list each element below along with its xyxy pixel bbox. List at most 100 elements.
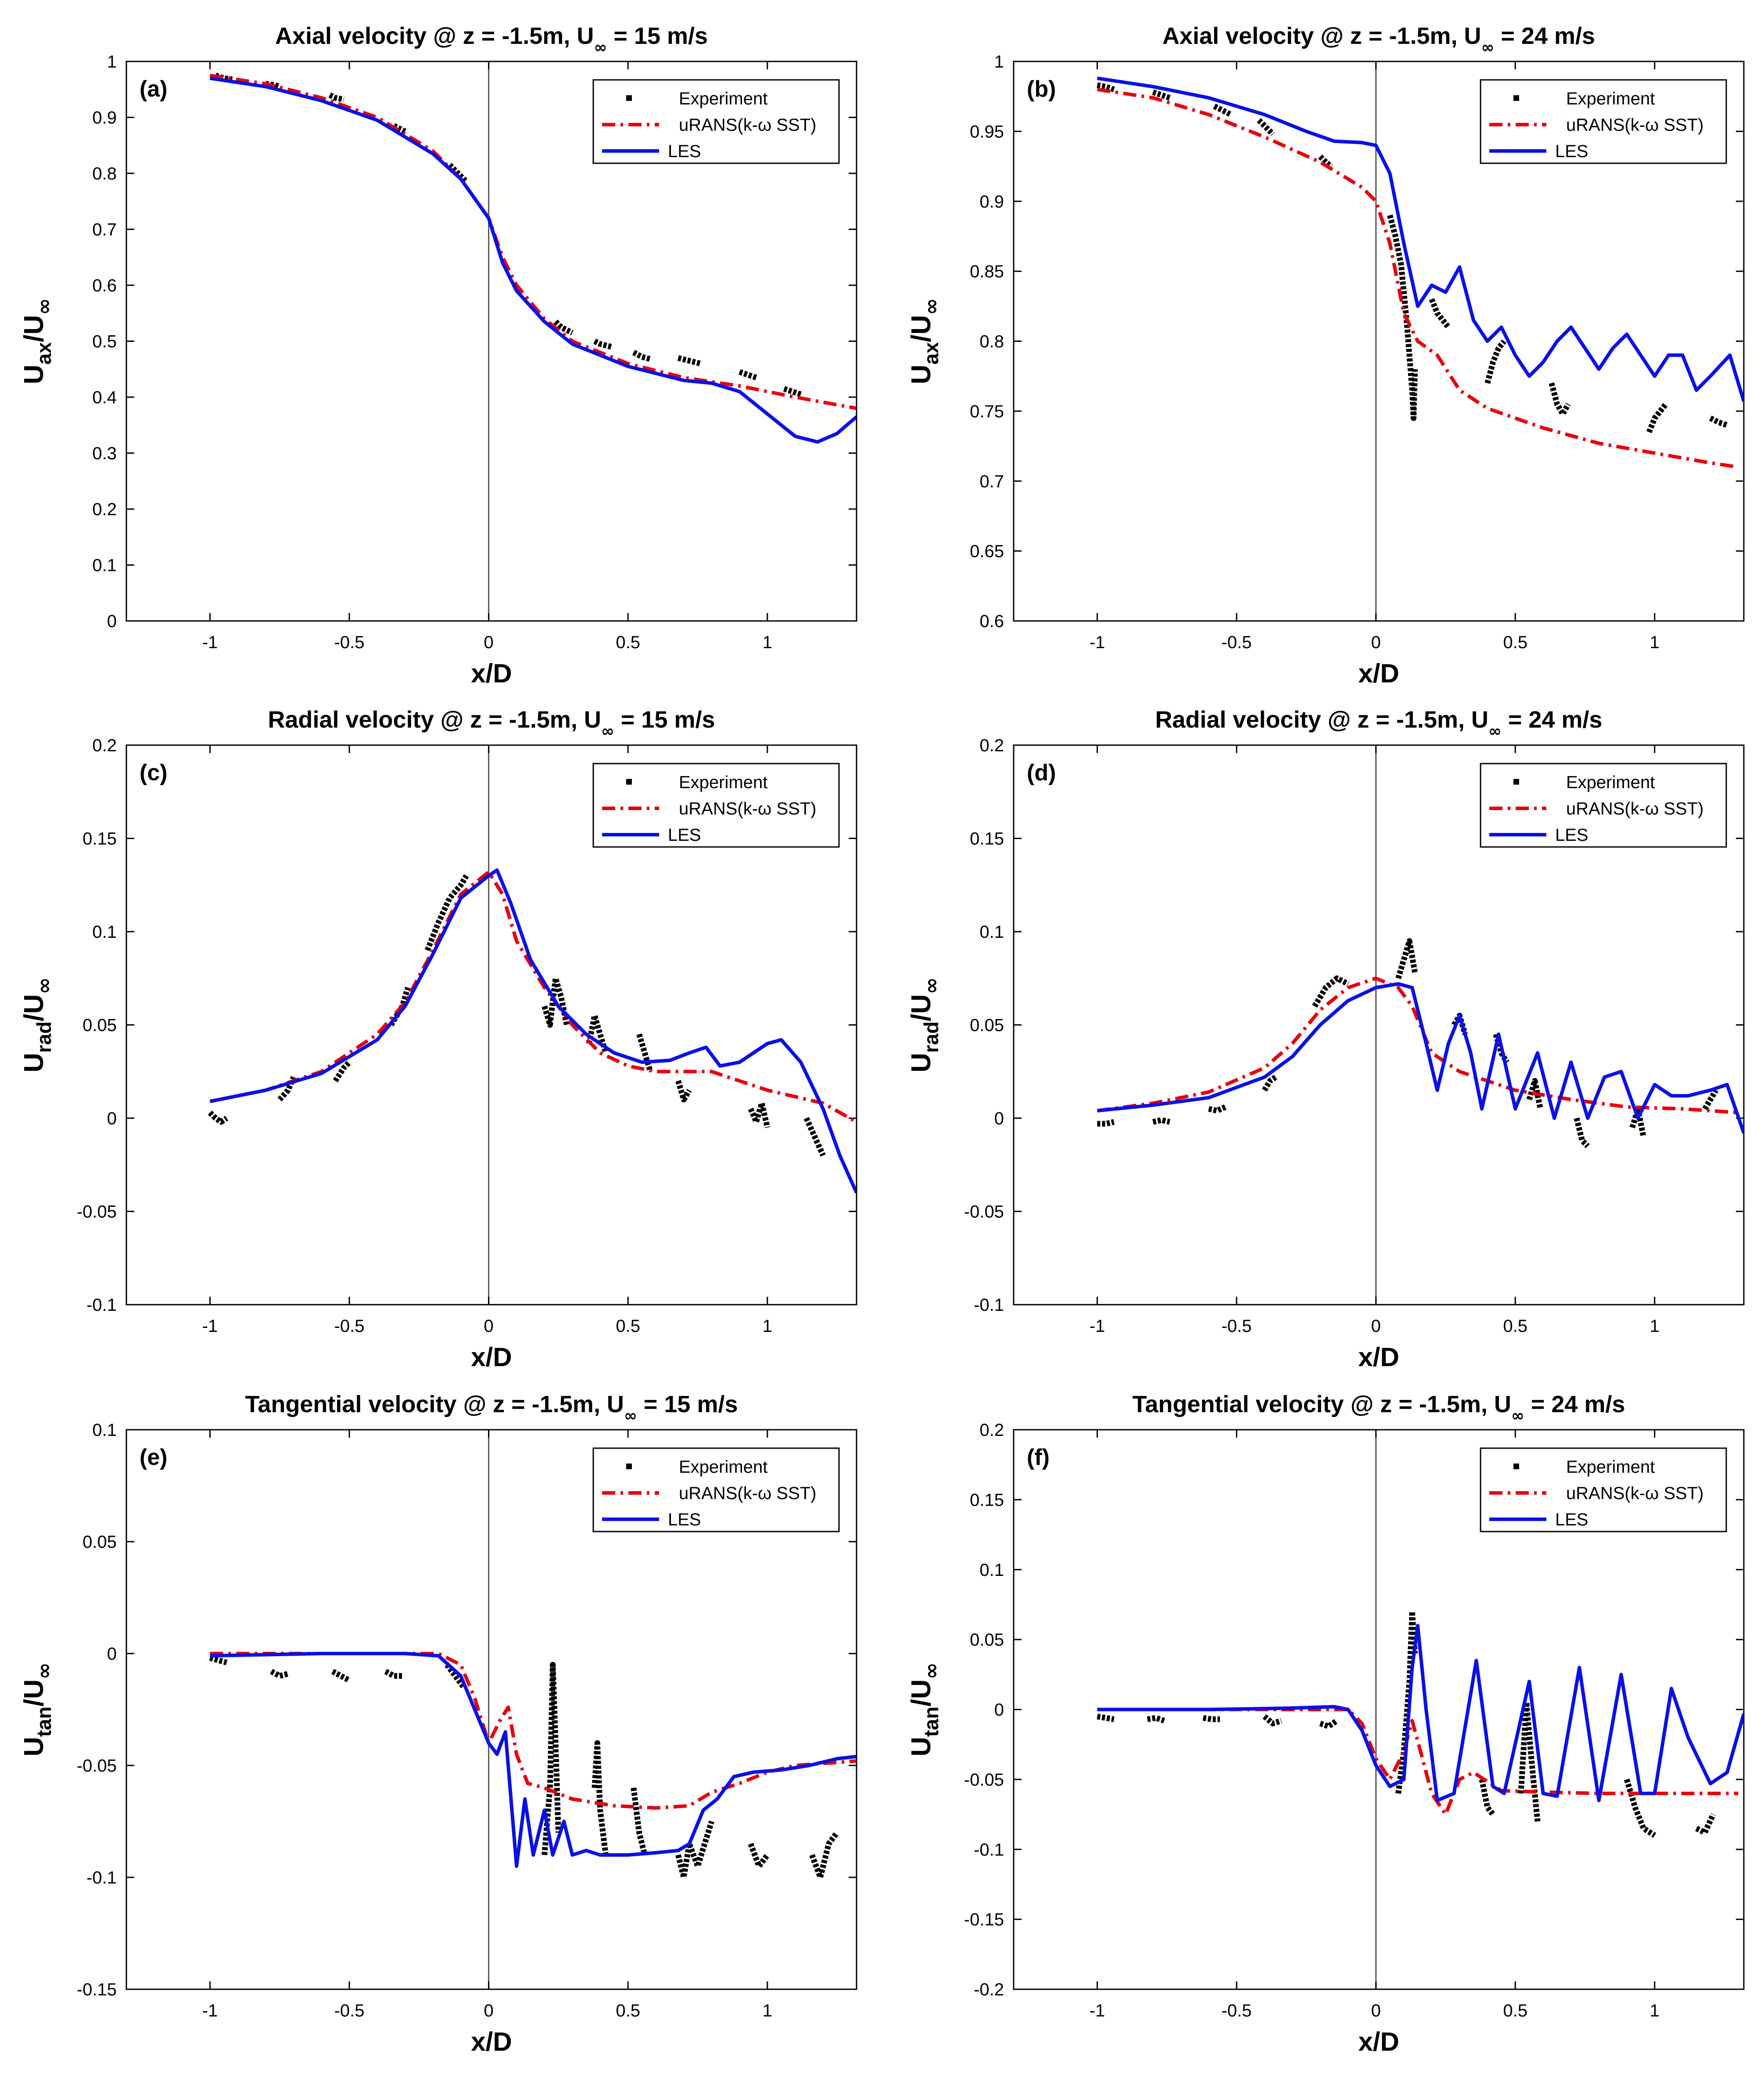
panel-label-a: (a) [140,76,168,102]
series-group-e [209,1652,857,1880]
experiment-segment-e-0 [209,1655,228,1665]
experiment-segment-d-11 [1702,1088,1719,1111]
y-tick-label-c-4: 0.1 [92,922,117,942]
y-tick-label-a-3: 0.3 [92,444,117,463]
legend-label-urans-e: uRANS(k-ω SST) [679,1484,816,1503]
experiment-segment-e-10 [809,1831,839,1880]
chart-panel-e: -1 -0.5 0 0.5 1 -0.15 -0.1 -0.05 0 0.05 0.1 (e) Tang… [19,1391,857,2056]
experiment-segment-e-1 [270,1669,289,1679]
experiment-segment-c-0 [208,1110,229,1125]
x-tick-label-f-0: -1 [1090,2001,1105,2020]
plot-frame-b [1013,61,1745,622]
experiment-segment-d-3 [1262,1075,1277,1092]
x-tick-label-f-2: 0 [1371,2001,1381,2020]
experiment-segment-a-8 [677,355,701,366]
experiment-segment-b-8 [1549,382,1571,417]
x-tick-label-d-0: -1 [1090,1317,1105,1336]
chart-title-d: Radial velocity @ z = -1.5m, U∞ = 24 m/s [1155,707,1602,740]
legend-marker-experiment-e [626,1464,632,1469]
legend-label-experiment-f: Experiment [1566,1457,1655,1477]
y-axis-label-e: Utan/U∞ [19,1662,56,1756]
experiment-segment-f-4 [1319,1718,1339,1729]
experiment-segment-d-1 [1152,1117,1171,1125]
x-tick-label-c-4: 1 [763,1317,772,1336]
x-tick-label-c-1: -0.5 [334,1317,365,1336]
legend-label-les-e: LES [668,1510,701,1529]
les-line-d [1097,982,1744,1134]
urans-line-e [210,1652,857,1810]
series-group-a [209,72,857,444]
y-tick-label-a-9: 0.9 [92,108,117,128]
y-axis-label-f: Utan/U∞ [906,1662,943,1756]
experiment-segment-a-2 [328,92,344,103]
legend-label-urans-a: uRANS(k-ω SST) [679,115,816,135]
y-tick-label-f-1: -0.15 [964,1910,1004,1930]
x-tick-label-d-2: 0 [1371,1317,1381,1336]
experiment-segment-e-8 [675,1820,714,1880]
y-tick-label-f-7: 0.15 [970,1490,1004,1510]
les-line-b [1097,76,1744,402]
y-tick-label-c-1: -0.05 [77,1202,117,1222]
legend-label-les-c: LES [668,825,701,845]
experiment-segment-f-2 [1202,1715,1220,1722]
experiment-segment-d-9 [1574,1117,1590,1148]
experiment-segment-b-0 [1097,82,1115,92]
chart-panel-d: -1 -0.5 0 0.5 1 -0.1 -0.05 0 0.05 0.1 0.15 0.2 (d) Ra… [906,707,1745,1372]
experiment-segment-b-10 [1709,415,1728,428]
x-tick-label-a-1: -0.5 [334,633,365,652]
experiment-segment-c-5 [541,975,570,1028]
chart-title-f: Tangential velocity @ z = -1.5m, U∞ = 24… [1132,1391,1625,1425]
y-tick-label-e-3: 0 [107,1644,117,1664]
y-axis-label-a: Uax/U∞ [19,298,56,384]
legend-c: Experiment uRANS(k-ω SST) LES [592,763,840,848]
experiment-segment-a-9 [739,369,757,380]
chart-panel-f: -1 -0.5 0 0.5 1 -0.2 -0.15 -0.1 -0.05 0 0.05 0.1 0.1… [906,1391,1745,2056]
experiment-segment-a-5 [553,319,574,336]
x-axis-label-a: x/D [471,659,512,688]
experiment-segment-b-7 [1484,339,1506,384]
series-group-f [1097,1608,1744,1838]
legend-marker-experiment-f [1513,1464,1519,1469]
y-tick-label-c-5: 0.15 [82,829,117,849]
y-tick-label-a-7: 0.7 [92,220,117,240]
legend-label-les-f: LES [1555,1510,1588,1529]
chart-panel-a: -1 -0.5 0 0.5 1 0 0.1 0.2 0.3 0.4 0.5 0.6 0.7 0.8 0.9 1… [19,23,857,688]
legend-marker-experiment-a [626,95,632,101]
experiment-segment-e-7 [631,1787,648,1856]
series-group-b [1097,76,1744,469]
y-tick-label-f-6: 0.1 [979,1561,1004,1580]
legend-d: Experiment uRANS(k-ω SST) LES [1480,763,1727,848]
y-tick-label-d-4: 0.1 [979,922,1004,942]
experiment-segment-a-4 [448,163,469,184]
y-tick-label-a-10: 1 [107,52,117,72]
x-tick-label-a-0: -1 [202,633,218,652]
x-tick-label-e-2: 0 [484,2001,494,2020]
experiment-segment-b-1 [1152,89,1171,101]
legend-label-les-b: LES [1555,142,1588,161]
plot-frame-e [125,1429,857,1990]
y-tick-label-b-1: 0.65 [970,542,1004,561]
y-tick-label-f-3: -0.05 [964,1770,1004,1790]
y-tick-label-f-8: 0.2 [979,1421,1004,1440]
chart-title-b: Axial velocity @ z = -1.5m, U∞ = 24 m/s [1162,23,1595,57]
y-axis-label-c: Urad/U∞ [19,977,56,1073]
y-tick-label-e-5: 0.1 [92,1421,117,1440]
plot-frame-c [125,744,857,1306]
y-tick-label-d-2: 0 [994,1109,1004,1128]
experiment-segment-c-9 [748,1100,771,1128]
experiment-segment-f-0 [1097,1713,1115,1722]
les-line-a [209,76,857,444]
x-tick-label-f-3: 0.5 [1503,2001,1527,2020]
chart-panel-b: -1 -0.5 0 0.5 1 0.6 0.65 0.7 0.75 0.8 0.85 0.9 0.95 1… [906,23,1745,688]
urans-line-b [1097,87,1739,469]
legend-marker-experiment-b [1513,95,1519,101]
legend-box-e [592,1447,840,1532]
experiment-segment-d-5 [1395,938,1418,979]
legend-b: Experiment uRANS(k-ω SST) LES [1480,79,1727,164]
legend-label-les-d: LES [1555,825,1588,845]
urans-line-d [1097,976,1739,1115]
y-tick-label-f-2: -0.1 [974,1840,1004,1859]
y-tick-label-a-1: 0.1 [92,556,117,575]
y-tick-label-d-3: 0.05 [970,1016,1004,1035]
plot-frame-d [1013,744,1745,1306]
